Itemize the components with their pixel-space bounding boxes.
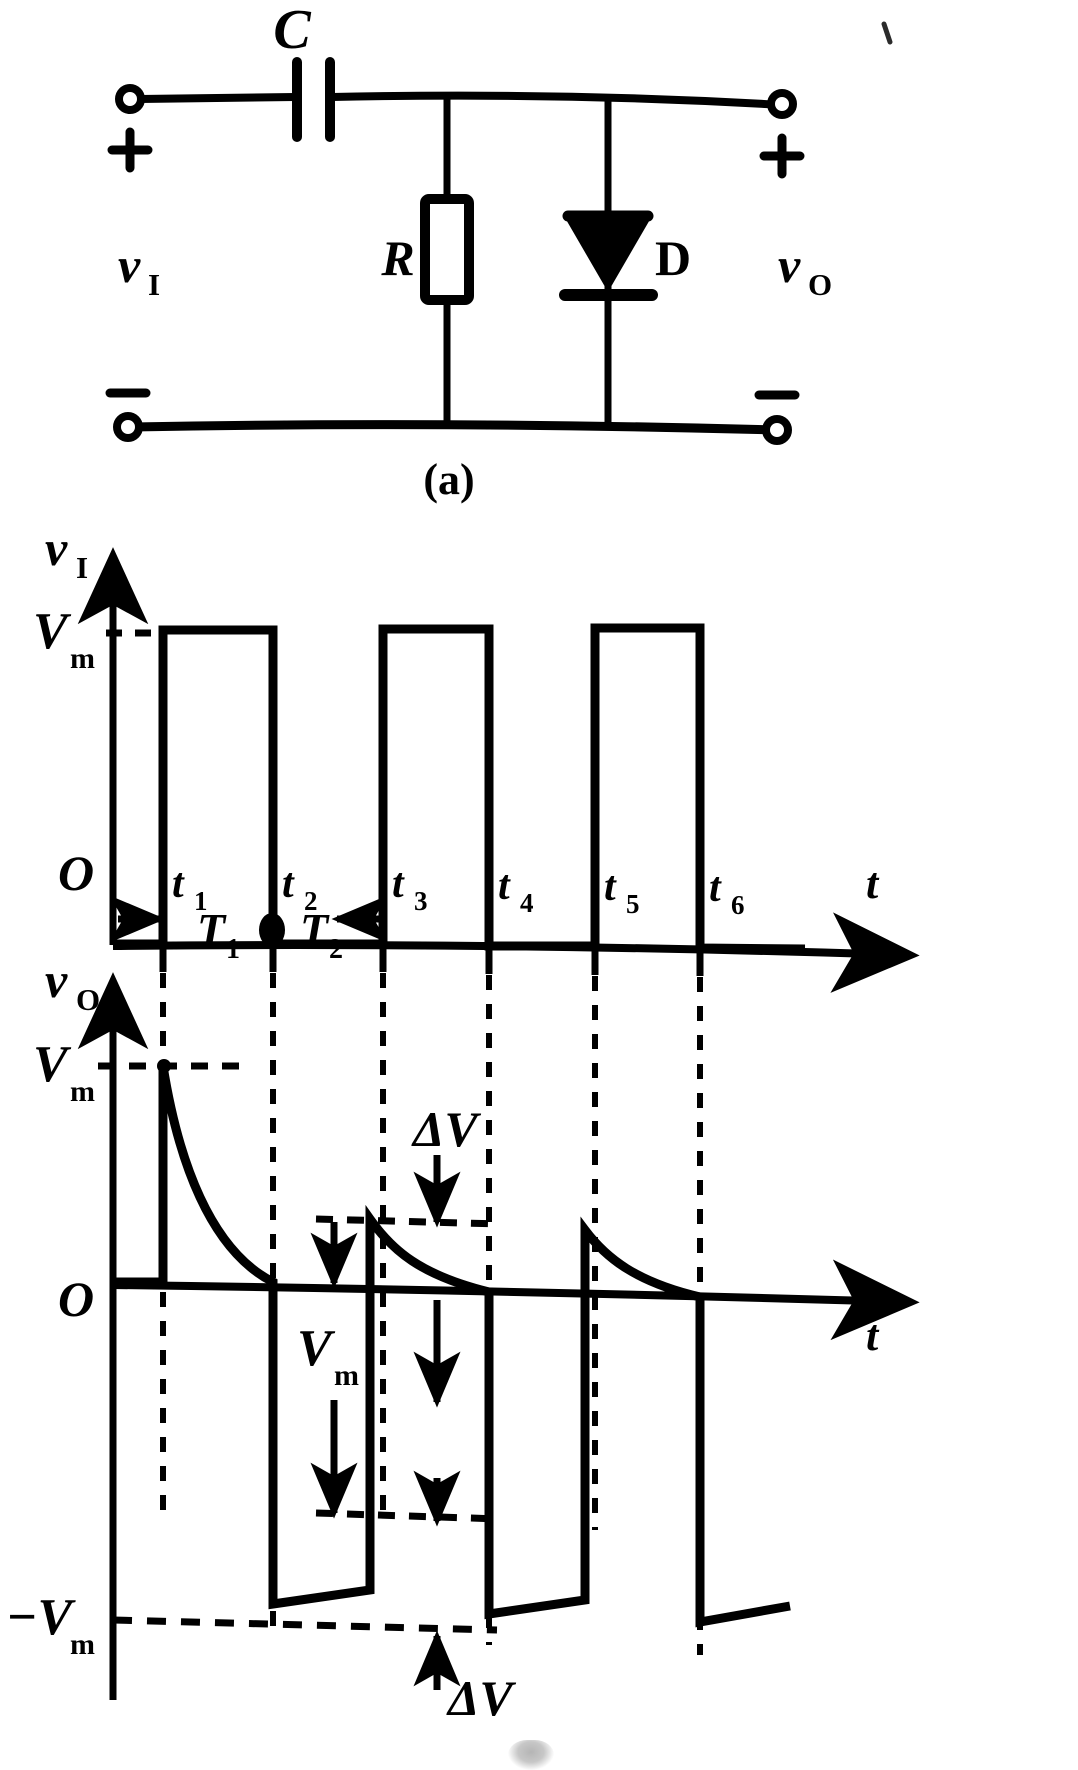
output-plot-vm-symbol: V — [33, 1036, 72, 1093]
tick-label-t5: t 5 — [604, 864, 640, 919]
input-plot-vm-subscript: m — [70, 642, 95, 675]
period-label-t1-symbol: T — [197, 904, 227, 955]
subfigure-caption-a: (a) — [423, 455, 474, 504]
output-plot-neg-vm-subscript: m — [70, 1628, 95, 1661]
wire-top-left — [136, 93, 299, 103]
terminal-input-positive — [115, 84, 145, 114]
delta-v-upper-label: ΔV — [411, 1101, 481, 1157]
resistor-label: R — [380, 230, 414, 286]
period-label-t2-symbol: T — [300, 904, 330, 955]
tick-label-t4: t 4 — [498, 863, 534, 918]
tick-label-t5-subscript: 5 — [626, 889, 640, 919]
tick-label-t1-subscript: 1 — [194, 886, 208, 916]
tick-label-t1-symbol: t — [172, 861, 185, 907]
input-plot-tick-labels: t 1 t 2 t 3 t 4 t 5 t 6 — [172, 861, 745, 920]
output-plot-origin-label: O — [58, 1271, 94, 1327]
period-label-t2-subscript: 2 — [329, 934, 343, 965]
input-waveform-plot — [77, 547, 920, 993]
input-voltage-label: v I — [118, 237, 160, 302]
output-plot-x-label: t — [866, 1311, 880, 1360]
period-dimension-arrows — [109, 895, 388, 947]
output-plot-x-axis — [112, 1259, 920, 1341]
terminal-output-positive — [767, 89, 797, 119]
circuit-diagram — [105, 21, 893, 445]
output-plot-y-label: v O — [45, 952, 100, 1017]
output-waveform-plot — [77, 972, 920, 1700]
input-plot-y-symbol: v — [45, 520, 68, 576]
tick-label-t4-symbol: t — [498, 863, 511, 909]
input-plot-vm-label: V m — [33, 603, 95, 675]
tick-label-t4-subscript: 4 — [520, 888, 534, 918]
input-plot-vm-symbol: V — [33, 603, 72, 660]
output-plot-y-symbol: v — [45, 952, 68, 1008]
wire-top-right — [328, 91, 786, 109]
polarity-plus-right — [759, 133, 805, 179]
output-plot-neg-vm-dash — [112, 1616, 498, 1634]
tick-label-t5-symbol: t — [604, 864, 617, 910]
input-square-wave — [113, 623, 806, 954]
tick-label-t3-subscript: 3 — [414, 886, 428, 916]
tick-label-t6-subscript: 6 — [731, 890, 745, 920]
output-plot-vm-label: V m — [33, 1036, 95, 1108]
tick-label-t6-symbol: t — [709, 865, 722, 911]
input-plot-y-label: v I — [45, 520, 88, 585]
tick-label-t2-symbol: t — [282, 861, 295, 907]
tick-label-t3-symbol: t — [392, 861, 405, 907]
input-plot-x-label: t — [866, 859, 880, 908]
resistor-body — [420, 194, 474, 305]
output-plot-y-subscript: O — [76, 982, 100, 1017]
polarity-plus-left — [107, 127, 153, 173]
wire-bottom — [127, 420, 780, 435]
period-label-t1-subscript: 1 — [226, 934, 240, 965]
output-inner-vm-subscript: m — [334, 1359, 359, 1392]
input-plot-y-subscript: I — [76, 550, 88, 585]
input-plot-origin-label: O — [58, 845, 94, 901]
output-voltage-label: v O — [778, 237, 832, 302]
period-label-t2: T 2 — [300, 904, 343, 965]
output-plot-neg-vm-label: −V m — [6, 1589, 95, 1661]
tick-label-t6: t 6 — [709, 865, 745, 920]
output-inner-vm-symbol: V — [297, 1320, 336, 1377]
output-voltage-subscript: O — [808, 267, 832, 302]
output-plot-neg-vm-symbol: −V — [6, 1589, 77, 1646]
terminal-input-negative — [113, 412, 143, 442]
tick-label-t2-subscript: 2 — [304, 886, 318, 916]
tick-label-t2: t 2 — [282, 861, 318, 916]
tick-label-t1: t 1 — [172, 861, 208, 916]
output-inner-vm-label: V m — [297, 1320, 359, 1392]
capacitor-label: C — [273, 0, 311, 61]
output-voltage-symbol: v — [778, 237, 801, 293]
terminal-output-negative — [762, 415, 792, 445]
output-peak-marker — [157, 1059, 171, 1073]
delta-v-bottom-label: ΔV — [446, 1670, 516, 1726]
output-waveform-path — [113, 1065, 791, 1628]
page-smudge — [508, 1740, 554, 1770]
output-plot-vm-subscript: m — [70, 1075, 95, 1108]
input-voltage-symbol: v — [118, 237, 141, 293]
ink-speck — [881, 21, 893, 45]
input-voltage-subscript: I — [148, 267, 160, 302]
diode-label: D — [655, 230, 691, 286]
tick-label-t3: t 3 — [392, 861, 428, 916]
period-label-t1: T 1 — [197, 904, 240, 965]
period-divider-marker — [259, 913, 285, 947]
